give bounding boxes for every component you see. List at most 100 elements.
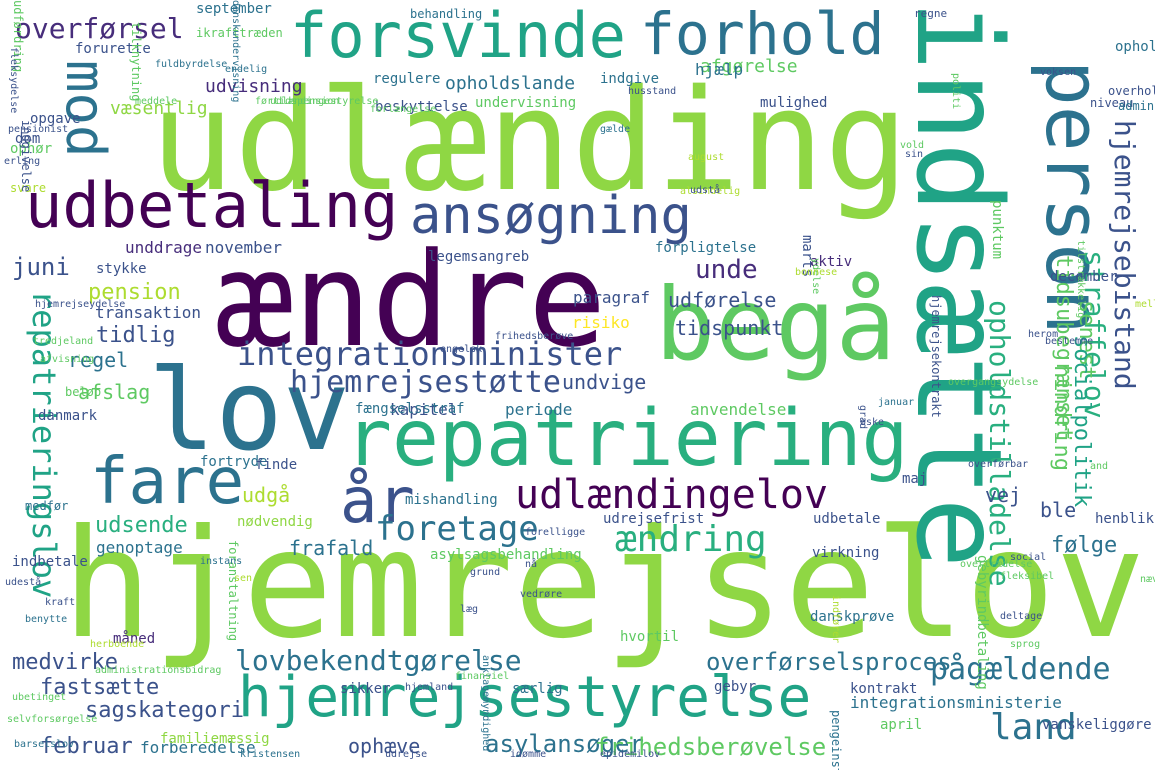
word-57: genoptage xyxy=(96,538,183,557)
word-21: ændring xyxy=(615,519,767,560)
word-117: indbetale xyxy=(12,554,88,570)
word-191: udlændingestyrelse xyxy=(270,96,379,107)
word-86: gebyr xyxy=(714,679,757,695)
word-110: september xyxy=(196,1,272,17)
word-132: forlængelse xyxy=(370,104,437,115)
word-155: januar xyxy=(878,397,915,408)
word-108: ophør xyxy=(10,141,53,157)
word-15: hjemrejsestyrelse xyxy=(238,665,812,730)
word-75: nødvendig xyxy=(237,514,313,530)
word-167: vedrøre xyxy=(520,589,563,600)
word-192: førtidspension xyxy=(255,96,340,107)
word-161: social xyxy=(1010,552,1047,563)
word-96: stykke xyxy=(96,261,147,277)
word-183: udestå xyxy=(5,577,42,588)
word-139: vold xyxy=(900,140,925,151)
word-90: vanskeliggøre xyxy=(1042,717,1152,733)
word-173: idømme xyxy=(510,749,547,760)
word-134: erling xyxy=(4,156,41,167)
word-33: juni xyxy=(12,253,70,281)
word-7: forsvinde xyxy=(290,0,626,72)
word-169: anklagemyndighed xyxy=(480,655,491,752)
word-109: svare xyxy=(10,181,47,195)
word-83: hvortil xyxy=(620,629,680,645)
word-16: udlændingelov xyxy=(515,472,829,518)
word-131: husstand xyxy=(628,86,677,97)
word-145: tilstrækkelig xyxy=(1075,240,1086,319)
word-114: danmark xyxy=(38,408,98,424)
word-34: unde xyxy=(695,255,758,285)
word-159: and xyxy=(1090,461,1109,472)
word-158: overførbar xyxy=(968,459,1029,470)
word-52: tidsubegrænset xyxy=(1051,255,1076,441)
word-193: mellemst xyxy=(1135,299,1155,310)
word-14: mod xyxy=(54,60,117,158)
word-58: mishandling xyxy=(405,492,498,508)
word-176: barselslov xyxy=(14,739,75,750)
word-63: hjælp xyxy=(695,60,744,79)
word-65: unddrage xyxy=(125,238,203,257)
word-177: selvforsørgelse xyxy=(7,714,98,725)
word-152: overgangsydelse xyxy=(948,377,1039,388)
word-82: dansk­prøve xyxy=(810,609,895,625)
word-186: nå xyxy=(525,559,538,570)
word-51: socialpolitik xyxy=(1069,335,1094,508)
word-164: deltage xyxy=(1000,611,1043,622)
word-85: særlig xyxy=(512,681,563,697)
word-3: ændre xyxy=(215,224,607,376)
word-71: anvendelse xyxy=(690,400,787,419)
word-156: grad xyxy=(857,405,868,430)
word-122: pengeinstitut xyxy=(829,710,843,770)
word-116: medfør xyxy=(25,499,69,513)
word-119: hjemrejsekontrakt xyxy=(929,295,943,418)
word-53: ble xyxy=(1040,498,1077,522)
word-32: frihedsberøvelse xyxy=(595,733,827,761)
word-123: indgivelse xyxy=(19,120,33,193)
word-79: henblik xyxy=(1095,511,1155,527)
word-136: august xyxy=(688,152,725,163)
word-148: tredjeland xyxy=(33,336,94,347)
word-84: måned xyxy=(113,631,156,647)
word-67: transaktion xyxy=(95,303,201,322)
word-143: politi xyxy=(950,73,961,110)
word-151: frihedsberøve xyxy=(495,331,574,342)
word-23: hjemrejsebistand xyxy=(1108,120,1141,390)
word-120: gebyrindbetaling xyxy=(974,555,990,690)
word-129: endelig xyxy=(225,64,268,75)
word-157: øske xyxy=(860,417,885,428)
word-73: fortryde xyxy=(200,454,268,470)
word-93: ophold xyxy=(1115,39,1155,55)
word-133: pensionist xyxy=(8,124,69,135)
word-172: udrejse xyxy=(385,749,428,760)
word-91: sikker xyxy=(340,681,391,697)
word-153: herom xyxy=(1028,329,1059,340)
word-69: kapitel xyxy=(390,400,458,419)
word-60: opholdslande xyxy=(445,73,576,94)
word-163: nævne xyxy=(1140,574,1155,585)
word-55: udgå xyxy=(242,483,291,507)
word-56: forberedelse xyxy=(140,738,256,757)
word-168: læg xyxy=(460,604,479,615)
word-98: forpligtelse xyxy=(655,240,757,256)
word-19: hjemrejsestøtte xyxy=(290,365,561,400)
word-59: udvisning xyxy=(205,76,303,97)
word-28: lovbekendtgørelse xyxy=(235,644,522,677)
word-141: niveau xyxy=(1090,96,1134,110)
word-66: risiko xyxy=(572,313,630,332)
word-126: danskundervisning xyxy=(230,0,241,103)
word-111: behandling xyxy=(410,7,483,21)
word-121: foranstaltning xyxy=(226,540,240,642)
word-150: engelsk xyxy=(440,344,483,355)
word-78: udrejsefrist xyxy=(603,511,705,527)
word-50: hindring xyxy=(1049,365,1074,471)
word-80: asylsagsbehandling xyxy=(430,547,582,563)
word-45: fastsætte xyxy=(40,675,160,700)
word-128: fuldbyrdelse xyxy=(155,59,228,70)
word-43: følge xyxy=(1051,533,1118,558)
word-37: regel xyxy=(68,348,129,372)
word-68: paragraf xyxy=(573,288,651,307)
word-1: udlænding xyxy=(150,60,909,223)
word-178: ubetinget xyxy=(12,692,67,703)
word-74: finde xyxy=(255,457,298,473)
